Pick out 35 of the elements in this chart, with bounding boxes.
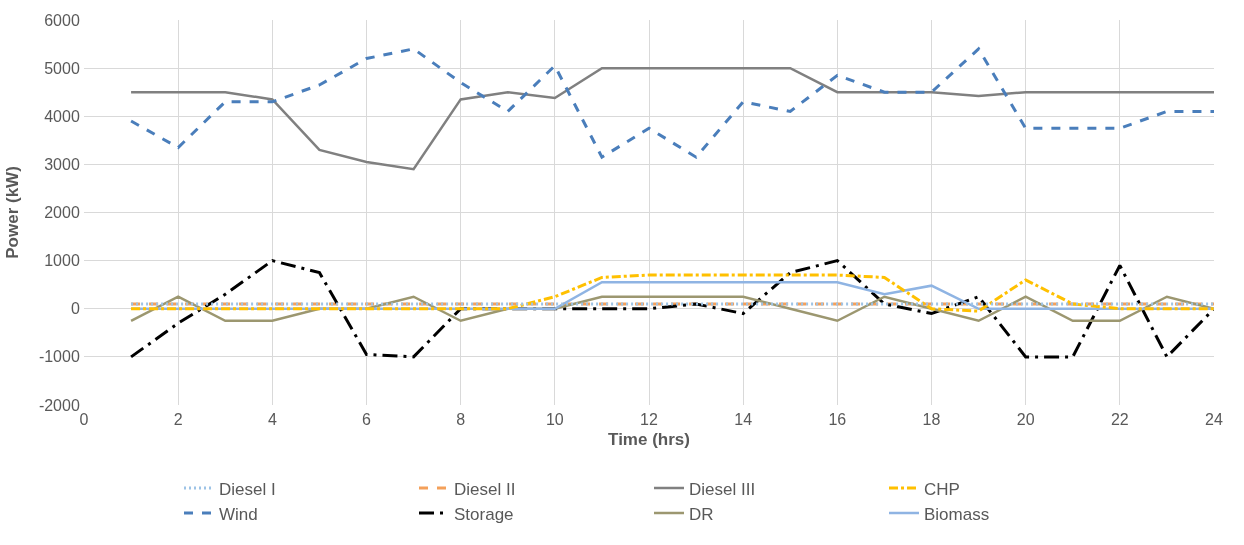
x-tick-label: 14: [734, 411, 753, 429]
x-tick-label: 22: [1110, 411, 1129, 429]
x-tick-label: 2: [173, 411, 183, 429]
x-tick-label: 16: [828, 411, 847, 429]
line-series: [129, 259, 1214, 359]
line-series: [129, 47, 1214, 159]
x-tick-label: 10: [545, 411, 564, 429]
y-tick-label: -2000: [38, 396, 80, 414]
y-tick-label: 6000: [44, 11, 80, 29]
x-tick-label: 18: [922, 411, 941, 429]
legend-label: Diesel II: [454, 479, 516, 499]
x-axis-title: Time (hrs): [608, 429, 690, 449]
line-series: [129, 273, 1214, 313]
x-tick-label: 24: [1205, 411, 1223, 429]
x-tick-label: 20: [1016, 411, 1035, 429]
legend-label: Biomass: [924, 504, 990, 524]
legend-label: DR: [689, 504, 714, 524]
x-tick-label: 8: [456, 411, 466, 429]
x-tick-label: 4: [267, 411, 277, 429]
y-tick-label: 1000: [44, 252, 80, 270]
legend-label: Diesel I: [219, 479, 276, 499]
legend-label: Diesel III: [689, 479, 756, 499]
y-tick-label: 4000: [44, 107, 80, 125]
y-tick-label: 5000: [44, 59, 80, 77]
legend-label: Wind: [219, 504, 258, 524]
y-tick-label: -1000: [38, 348, 80, 366]
legend-label: CHP: [924, 479, 960, 499]
x-tick-label: 6: [362, 411, 372, 429]
y-tick-label: 3000: [44, 155, 80, 173]
y-tick-label: 0: [70, 300, 80, 318]
y-axis-title: Power (kW): [3, 166, 23, 259]
y-tick-label: 2000: [44, 204, 80, 222]
line-series: [129, 66, 1214, 171]
legend-label: Storage: [454, 504, 514, 524]
x-tick-label: 12: [640, 411, 658, 429]
